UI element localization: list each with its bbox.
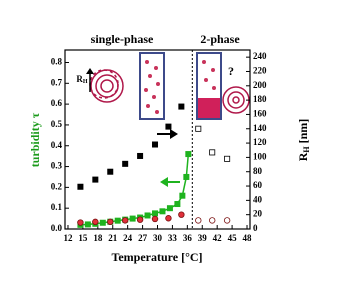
y2-tick-label: 60: [253, 180, 263, 190]
y2-tick-label: 40: [253, 194, 263, 204]
x-tick-label: 42: [213, 233, 223, 243]
y-tick-label: 0.1: [51, 202, 63, 212]
marker: [129, 215, 136, 222]
marker: [152, 210, 159, 217]
marker: [165, 215, 172, 222]
y2-tick-label: 200: [253, 80, 267, 90]
marker: [174, 201, 181, 208]
marker: [77, 183, 84, 190]
marker: [165, 123, 172, 130]
marker: [178, 103, 185, 110]
y-tick-label: 0.0: [51, 223, 63, 233]
y2-tick-label: 180: [253, 94, 267, 104]
marker: [178, 211, 185, 218]
inset-coil-2: [222, 86, 250, 114]
annotation: ?: [228, 64, 234, 78]
marker: [209, 149, 216, 156]
marker: [152, 141, 159, 148]
y2-tick-label: 0: [253, 223, 258, 233]
series-line: [80, 154, 190, 226]
y2-tick-label: 100: [253, 151, 267, 161]
x-tick-label: 39: [198, 233, 208, 243]
annotation-arrow-head: [160, 177, 168, 187]
x-tick-label: 15: [78, 233, 88, 243]
marker: [195, 125, 202, 132]
y2-tick-label: 160: [253, 109, 267, 119]
y-tick-label: 0.2: [51, 181, 63, 191]
marker: [151, 215, 159, 223]
y2-tick-label: 240: [253, 51, 267, 61]
x-tick-label: 27: [138, 233, 148, 243]
x-tick-label: 24: [123, 233, 133, 243]
label-part: H: [302, 146, 311, 153]
x-tick-label: 18: [93, 233, 103, 243]
label-part: R: [76, 74, 83, 84]
marker: [137, 152, 144, 159]
y-tick-label: 0.6: [51, 98, 63, 108]
x-axis-label: Temperature [°C]: [111, 250, 202, 264]
label-part: [nm]: [296, 119, 310, 147]
x-tick-label: 48: [243, 233, 253, 243]
y-tick-label: 0.4: [51, 140, 63, 150]
marker: [185, 151, 192, 158]
y-tick-label: 0.5: [51, 119, 63, 129]
y2-tick-label: 220: [253, 66, 267, 76]
x-tick-label: 45: [228, 233, 238, 243]
annotation-arrow-head: [170, 129, 178, 139]
y-tick-label: 0.7: [51, 77, 63, 87]
marker: [92, 176, 99, 183]
marker: [195, 217, 202, 224]
label-part: H: [83, 79, 88, 85]
marker: [107, 168, 114, 175]
marker: [183, 173, 190, 180]
annotation: 2-phase: [200, 32, 240, 46]
marker: [179, 192, 186, 199]
x-tick-label: 33: [168, 233, 178, 243]
marker: [121, 217, 129, 224]
inset-coil: [89, 69, 124, 103]
annotation: single-phase: [91, 32, 154, 46]
marker: [166, 205, 173, 212]
marker: [107, 218, 114, 226]
marker: [77, 219, 84, 226]
marker: [209, 217, 216, 224]
inset-vial: [139, 52, 165, 120]
x-tick-label: 21: [108, 233, 118, 243]
marker: [99, 219, 106, 226]
y2-tick-label: 140: [253, 123, 267, 133]
marker: [223, 217, 231, 224]
x-tick-label: 30: [153, 233, 163, 243]
marker: [114, 217, 121, 224]
y2-tick-label: 20: [253, 209, 263, 219]
inset-label: RH: [76, 74, 88, 85]
y2-tick-label: 80: [253, 166, 263, 176]
inset-arrow-head: [86, 68, 94, 74]
inset-vial-2phase: [196, 52, 222, 120]
y-tick-label: 0.3: [51, 161, 63, 171]
x-tick-label: 12: [63, 233, 73, 243]
marker: [122, 160, 129, 167]
y2-tick-label: 120: [253, 137, 267, 147]
marker: [159, 208, 166, 215]
marker: [224, 155, 231, 162]
label-part: R: [296, 152, 310, 161]
y-axis-label: turbidity τ: [28, 112, 42, 167]
marker: [144, 212, 151, 219]
marker: [84, 221, 91, 228]
marker: [136, 216, 144, 223]
y2-axis-label: RH [nm]: [296, 119, 311, 162]
x-tick-label: 36: [183, 233, 193, 243]
y-tick-label: 0.8: [51, 57, 63, 67]
marker: [92, 218, 99, 226]
